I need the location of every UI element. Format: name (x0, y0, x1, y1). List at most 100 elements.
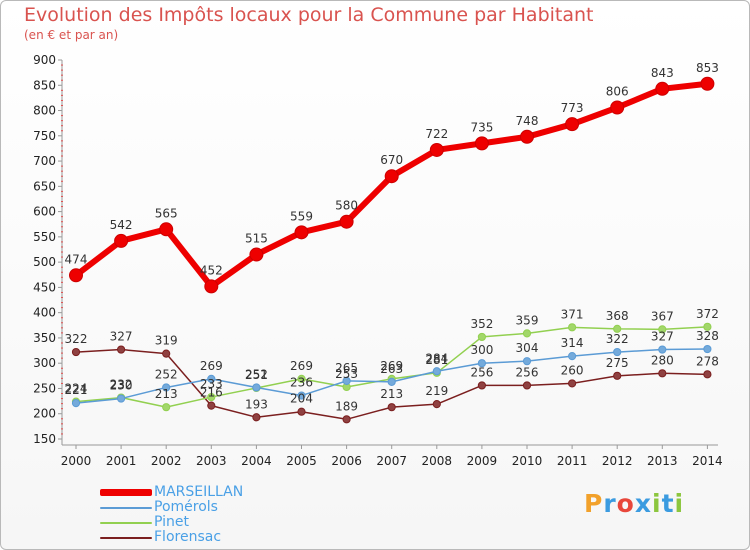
data-label: 748 (516, 114, 539, 128)
x-tick-label: 2005 (286, 454, 317, 468)
y-minor-tick (61, 291, 63, 293)
data-point (432, 400, 441, 409)
y-tick-label: 200 (33, 407, 56, 421)
y-tick-label: 700 (33, 154, 56, 168)
y-tick-label: 600 (33, 205, 56, 219)
y-minor-tick (61, 170, 63, 172)
data-label: 269 (290, 359, 313, 373)
y-minor-tick (61, 89, 63, 91)
data-label: 204 (290, 392, 313, 406)
x-tick-label: 2003 (196, 454, 227, 468)
data-label: 284 (425, 351, 448, 365)
y-minor-tick (61, 190, 63, 192)
y-minor-tick (61, 322, 63, 324)
data-point (522, 357, 532, 366)
y-minor-tick (61, 64, 63, 66)
y-minor-tick (61, 423, 63, 425)
data-point (568, 352, 577, 361)
data-point (71, 399, 81, 408)
data-label: 213 (380, 387, 403, 401)
y-tick-label: 850 (33, 78, 56, 92)
data-point (568, 379, 577, 388)
legend-label: MARSEILLAN (154, 484, 244, 500)
x-tick-label: 2009 (467, 454, 498, 468)
x-tick-label: 2012 (602, 454, 633, 468)
data-point (342, 376, 351, 385)
data-label: 352 (470, 317, 493, 331)
data-point (613, 324, 622, 333)
x-tick-label: 2006 (331, 454, 362, 468)
data-point (114, 233, 129, 248)
y-minor-tick (61, 382, 63, 384)
y-minor-tick (61, 357, 63, 359)
data-point (162, 349, 171, 358)
data-point (159, 222, 174, 237)
chart-subtitle: (en € et par an) (24, 28, 119, 42)
data-point (474, 136, 489, 151)
y-minor-tick (61, 226, 63, 228)
y-tick-label: 400 (33, 306, 56, 320)
data-point (520, 129, 534, 144)
data-label: 371 (561, 307, 584, 321)
y-minor-tick (61, 367, 63, 369)
y-minor-tick (61, 195, 63, 197)
data-label: 328 (696, 329, 719, 343)
y-minor-tick (61, 372, 63, 374)
data-point (613, 347, 622, 357)
data-point (658, 369, 667, 378)
data-label: 252 (155, 367, 178, 381)
legend-swatch (100, 536, 152, 539)
data-point (703, 370, 712, 379)
proxiti-logo: Proxiti (584, 489, 685, 518)
y-minor-tick (61, 281, 63, 283)
y-tick-label: 450 (33, 280, 56, 294)
data-label: 853 (696, 61, 719, 75)
y-minor-tick (61, 155, 63, 157)
data-label: 806 (606, 85, 629, 99)
data-label: 256 (470, 365, 493, 379)
data-label: 474 (65, 252, 88, 266)
data-point (432, 367, 441, 376)
y-minor-tick (61, 120, 63, 122)
x-tick-label: 2007 (376, 454, 407, 468)
data-label: 314 (561, 336, 584, 350)
y-tick-label: 500 (33, 255, 56, 269)
legend-item-pomérols: Pomérols (100, 500, 243, 515)
y-minor-tick (61, 342, 63, 344)
data-point (387, 403, 396, 412)
y-minor-tick (61, 327, 63, 329)
y-minor-tick (61, 251, 63, 253)
data-point (658, 325, 667, 334)
legend-swatch (100, 489, 152, 496)
legend-swatch (100, 506, 152, 509)
data-label: 216 (200, 386, 223, 400)
y-minor-tick (61, 221, 63, 223)
data-label: 722 (425, 127, 448, 141)
x-tick-label: 2008 (422, 454, 453, 468)
data-point (297, 374, 306, 383)
y-minor-tick (61, 74, 63, 76)
y-minor-tick (61, 206, 63, 208)
data-point (252, 413, 261, 422)
data-label: 280 (651, 353, 674, 367)
data-label: 304 (516, 341, 539, 355)
y-minor-tick (61, 150, 63, 152)
y-tick-label: 800 (33, 104, 56, 118)
data-label: 260 (561, 363, 584, 377)
data-label: 193 (245, 397, 268, 411)
y-minor-tick (61, 398, 63, 400)
y-minor-tick (61, 175, 63, 177)
data-point (71, 347, 81, 357)
y-tick-label: 150 (33, 432, 56, 446)
data-label: 278 (696, 354, 719, 368)
y-minor-tick (61, 99, 63, 101)
data-label: 322 (606, 332, 629, 346)
x-tick-label: 2002 (151, 454, 182, 468)
data-point (342, 415, 351, 424)
data-label: 275 (606, 356, 629, 370)
data-label: 319 (155, 334, 178, 348)
data-label: 230 (110, 379, 133, 393)
data-point (207, 401, 216, 410)
data-label: 224 (65, 382, 88, 396)
